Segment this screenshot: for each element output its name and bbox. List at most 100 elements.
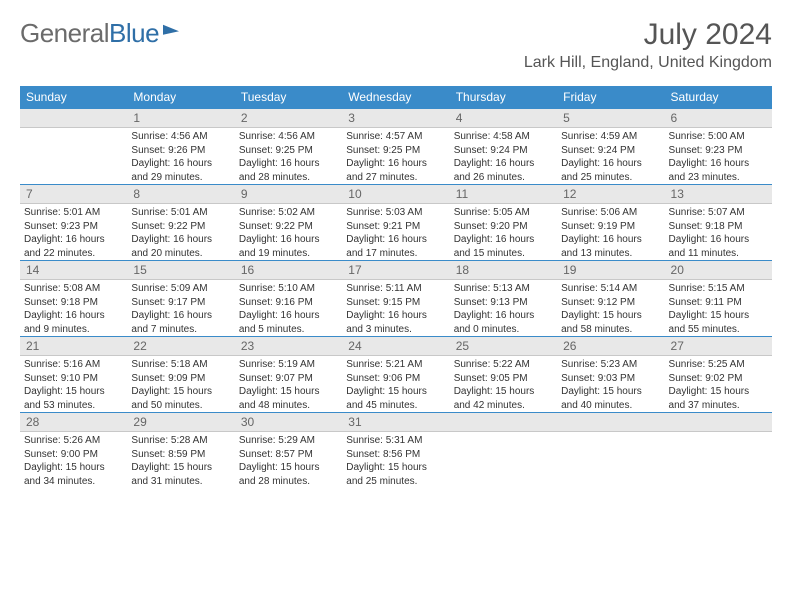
day-d1: Daylight: 16 hours [669, 233, 768, 247]
calendar-day-cell: 24Sunrise: 5:21 AMSunset: 9:06 PMDayligh… [342, 336, 449, 412]
day-d2: and 17 minutes. [346, 247, 445, 261]
day-d2: and 48 minutes. [239, 399, 338, 413]
day-number: 2 [235, 108, 342, 128]
day-d2: and 11 minutes. [669, 247, 768, 261]
day-sr: Sunrise: 5:07 AM [669, 206, 768, 220]
day-d1: Daylight: 16 hours [239, 309, 338, 323]
day-sr: Sunrise: 5:11 AM [346, 282, 445, 296]
calendar-day-cell: 11Sunrise: 5:05 AMSunset: 9:20 PMDayligh… [450, 184, 557, 260]
day-sr: Sunrise: 5:01 AM [131, 206, 230, 220]
calendar-day-cell: 6Sunrise: 5:00 AMSunset: 9:23 PMDaylight… [665, 108, 772, 184]
calendar-day-cell: 17Sunrise: 5:11 AMSunset: 9:15 PMDayligh… [342, 260, 449, 336]
day-number: 6 [665, 108, 772, 128]
day-d1: Daylight: 15 hours [131, 461, 230, 475]
day-sr: Sunrise: 5:13 AM [454, 282, 553, 296]
header: GeneralBlue July 2024 Lark Hill, England… [20, 18, 772, 72]
calendar-table: Sunday Monday Tuesday Wednesday Thursday… [20, 86, 772, 488]
day-d1: Daylight: 15 hours [669, 385, 768, 399]
day-d2: and 22 minutes. [24, 247, 123, 261]
day-info: Sunrise: 5:25 AMSunset: 9:02 PMDaylight:… [665, 356, 772, 412]
day-d1: Daylight: 16 hours [24, 233, 123, 247]
day-number: 7 [20, 184, 127, 204]
day-info: Sunrise: 5:28 AMSunset: 8:59 PMDaylight:… [127, 432, 234, 488]
day-number: 4 [450, 108, 557, 128]
calendar-day-cell [665, 412, 772, 488]
weekday-header: Sunday [20, 86, 127, 108]
day-d1: Daylight: 15 hours [454, 385, 553, 399]
day-d2: and 40 minutes. [561, 399, 660, 413]
day-number: 23 [235, 336, 342, 356]
day-ss: Sunset: 9:10 PM [24, 372, 123, 386]
day-info: Sunrise: 5:06 AMSunset: 9:19 PMDaylight:… [557, 204, 664, 260]
calendar-day-cell: 15Sunrise: 5:09 AMSunset: 9:17 PMDayligh… [127, 260, 234, 336]
calendar-day-cell: 31Sunrise: 5:31 AMSunset: 8:56 PMDayligh… [342, 412, 449, 488]
day-sr: Sunrise: 5:19 AM [239, 358, 338, 372]
day-d2: and 9 minutes. [24, 323, 123, 337]
day-ss: Sunset: 9:18 PM [24, 296, 123, 310]
day-d1: Daylight: 15 hours [24, 385, 123, 399]
day-info: Sunrise: 5:09 AMSunset: 9:17 PMDaylight:… [127, 280, 234, 336]
day-sr: Sunrise: 5:05 AM [454, 206, 553, 220]
day-d1: Daylight: 16 hours [346, 233, 445, 247]
day-number: 30 [235, 412, 342, 432]
day-number: 14 [20, 260, 127, 280]
day-ss: Sunset: 9:12 PM [561, 296, 660, 310]
day-d1: Daylight: 16 hours [131, 233, 230, 247]
day-number: 22 [127, 336, 234, 356]
day-info: Sunrise: 5:21 AMSunset: 9:06 PMDaylight:… [342, 356, 449, 412]
day-sr: Sunrise: 5:29 AM [239, 434, 338, 448]
calendar-day-cell: 9Sunrise: 5:02 AMSunset: 9:22 PMDaylight… [235, 184, 342, 260]
day-sr: Sunrise: 5:22 AM [454, 358, 553, 372]
day-d1: Daylight: 16 hours [561, 233, 660, 247]
day-number: 12 [557, 184, 664, 204]
day-number: 10 [342, 184, 449, 204]
day-number: 25 [450, 336, 557, 356]
day-d2: and 15 minutes. [454, 247, 553, 261]
weekday-header: Friday [557, 86, 664, 108]
title-block: July 2024 Lark Hill, England, United Kin… [524, 18, 772, 72]
day-d1: Daylight: 16 hours [561, 157, 660, 171]
day-ss: Sunset: 8:57 PM [239, 448, 338, 462]
day-info: Sunrise: 5:01 AMSunset: 9:23 PMDaylight:… [20, 204, 127, 260]
day-info: Sunrise: 5:01 AMSunset: 9:22 PMDaylight:… [127, 204, 234, 260]
day-d1: Daylight: 16 hours [239, 233, 338, 247]
day-d1: Daylight: 15 hours [561, 309, 660, 323]
day-d2: and 45 minutes. [346, 399, 445, 413]
day-info: Sunrise: 5:14 AMSunset: 9:12 PMDaylight:… [557, 280, 664, 336]
day-ss: Sunset: 9:00 PM [24, 448, 123, 462]
day-ss: Sunset: 9:13 PM [454, 296, 553, 310]
calendar-day-cell: 21Sunrise: 5:16 AMSunset: 9:10 PMDayligh… [20, 336, 127, 412]
calendar-day-cell: 7Sunrise: 5:01 AMSunset: 9:23 PMDaylight… [20, 184, 127, 260]
day-ss: Sunset: 9:25 PM [346, 144, 445, 158]
day-ss: Sunset: 9:25 PM [239, 144, 338, 158]
day-info: Sunrise: 5:19 AMSunset: 9:07 PMDaylight:… [235, 356, 342, 412]
weekday-header: Saturday [665, 86, 772, 108]
calendar-day-cell: 1Sunrise: 4:56 AMSunset: 9:26 PMDaylight… [127, 108, 234, 184]
day-sr: Sunrise: 5:08 AM [24, 282, 123, 296]
calendar-day-cell: 14Sunrise: 5:08 AMSunset: 9:18 PMDayligh… [20, 260, 127, 336]
calendar-week-row: 7Sunrise: 5:01 AMSunset: 9:23 PMDaylight… [20, 184, 772, 260]
day-number: 11 [450, 184, 557, 204]
calendar-day-cell: 12Sunrise: 5:06 AMSunset: 9:19 PMDayligh… [557, 184, 664, 260]
day-sr: Sunrise: 5:14 AM [561, 282, 660, 296]
weekday-header-row: Sunday Monday Tuesday Wednesday Thursday… [20, 86, 772, 108]
day-info: Sunrise: 5:02 AMSunset: 9:22 PMDaylight:… [235, 204, 342, 260]
day-info: Sunrise: 5:11 AMSunset: 9:15 PMDaylight:… [342, 280, 449, 336]
calendar-week-row: 14Sunrise: 5:08 AMSunset: 9:18 PMDayligh… [20, 260, 772, 336]
calendar-day-cell: 22Sunrise: 5:18 AMSunset: 9:09 PMDayligh… [127, 336, 234, 412]
calendar-day-cell [450, 412, 557, 488]
day-info: Sunrise: 5:22 AMSunset: 9:05 PMDaylight:… [450, 356, 557, 412]
calendar-day-cell: 4Sunrise: 4:58 AMSunset: 9:24 PMDaylight… [450, 108, 557, 184]
day-ss: Sunset: 9:24 PM [561, 144, 660, 158]
day-d1: Daylight: 15 hours [24, 461, 123, 475]
day-d1: Daylight: 15 hours [346, 461, 445, 475]
day-number: 16 [235, 260, 342, 280]
day-ss: Sunset: 9:19 PM [561, 220, 660, 234]
calendar-week-row: 1Sunrise: 4:56 AMSunset: 9:26 PMDaylight… [20, 108, 772, 184]
day-d2: and 27 minutes. [346, 171, 445, 185]
day-info: Sunrise: 5:31 AMSunset: 8:56 PMDaylight:… [342, 432, 449, 488]
day-ss: Sunset: 9:22 PM [239, 220, 338, 234]
day-info: Sunrise: 5:08 AMSunset: 9:18 PMDaylight:… [20, 280, 127, 336]
day-ss: Sunset: 9:21 PM [346, 220, 445, 234]
day-sr: Sunrise: 5:23 AM [561, 358, 660, 372]
